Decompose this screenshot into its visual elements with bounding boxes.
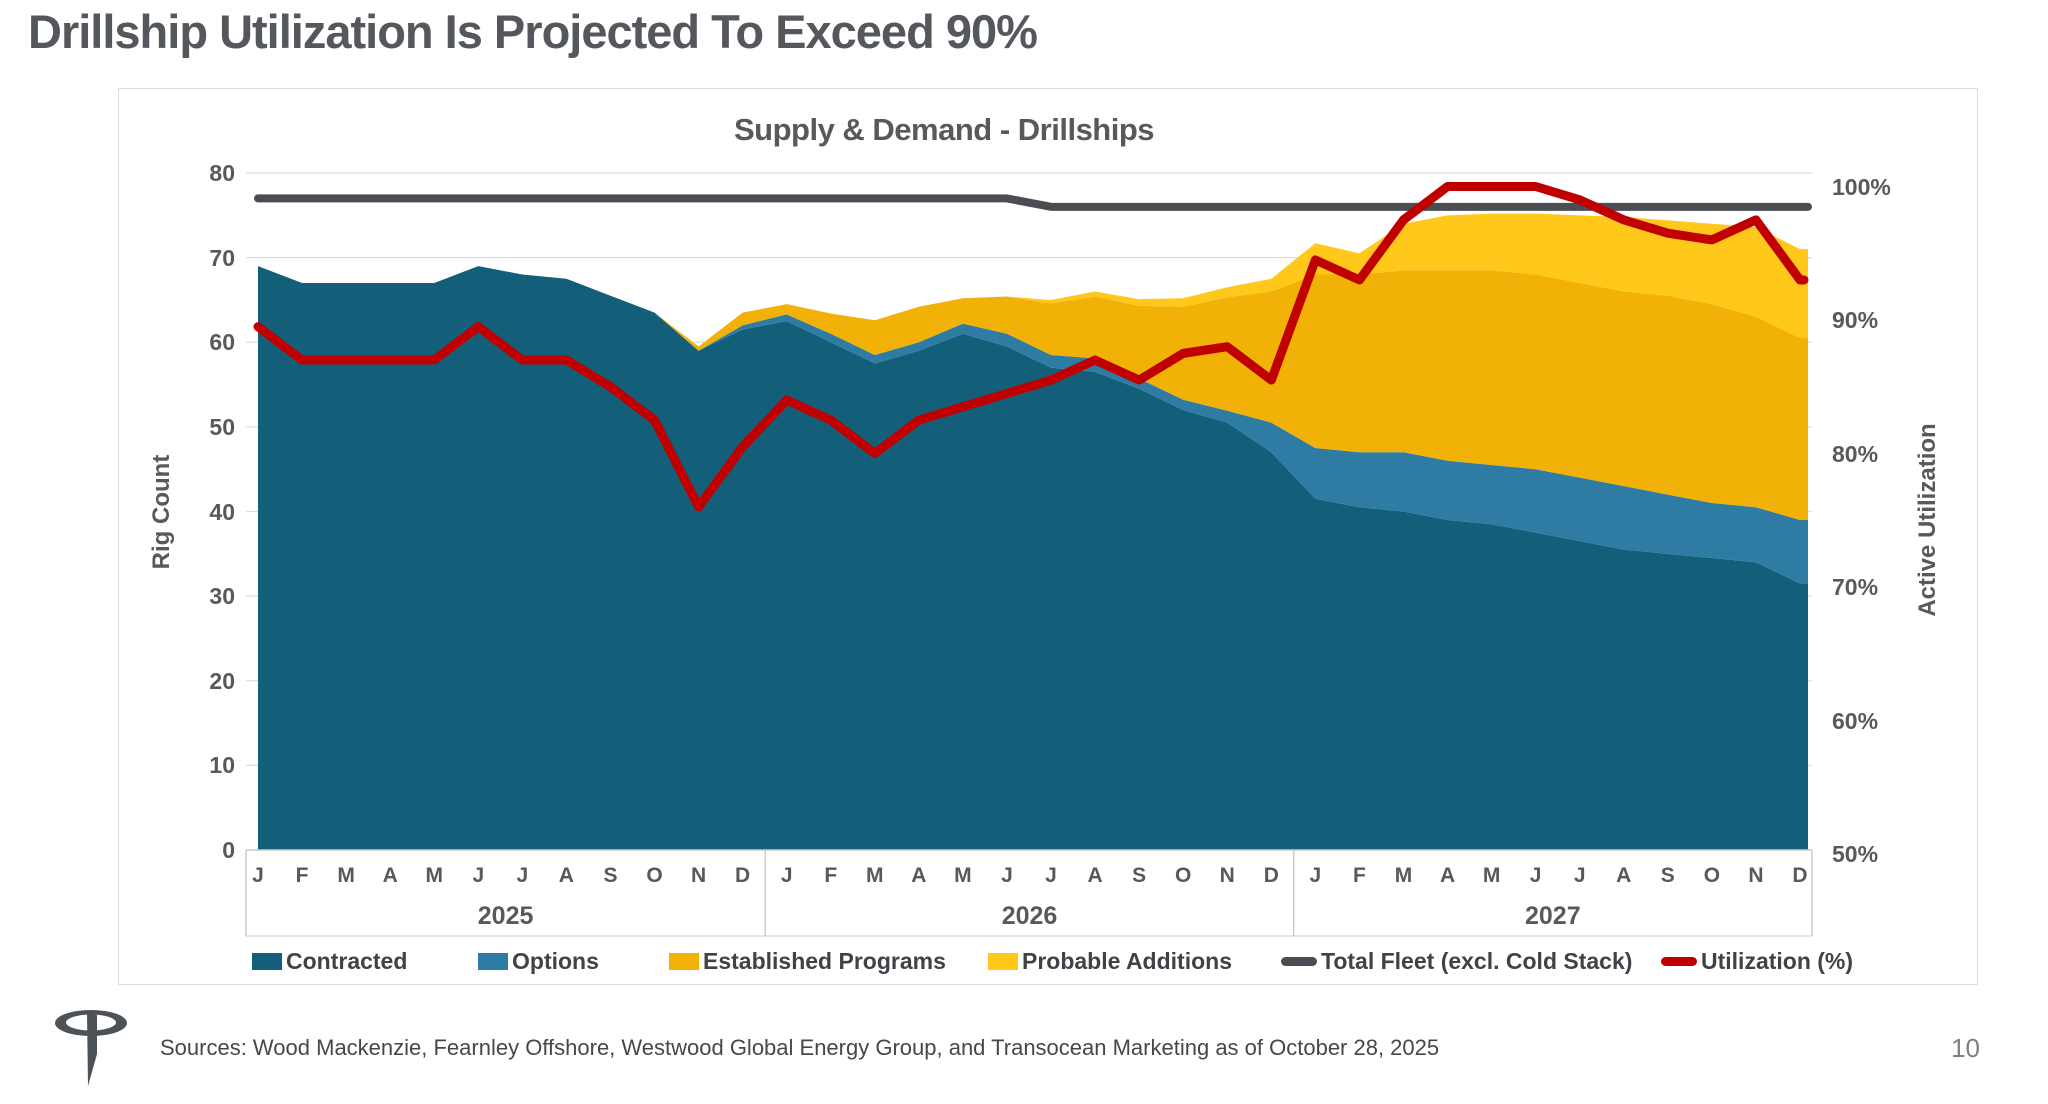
utilization-swatch-icon (1661, 956, 1697, 966)
legend-item-options: Options (478, 948, 599, 974)
legend-item-utilization: Utilization (%) (1661, 948, 1853, 974)
month-label: J (780, 864, 793, 887)
month-label: F (824, 864, 838, 887)
legend-item-contracted: Contracted (252, 948, 407, 974)
legend-label: Utilization (%) (1701, 947, 1854, 974)
sources-text: Sources: Wood Mackenzie, Fearnley Offsho… (160, 1035, 1440, 1060)
area-established-programs (258, 266, 1808, 520)
left-axis-tick: 60 (209, 329, 235, 356)
month-label: J (1529, 864, 1542, 887)
line-total-fleet-excl-cold-stack (254, 194, 1812, 211)
month-label: J (516, 864, 529, 887)
contracted-swatch-icon (252, 952, 282, 970)
page-title: Drillship Utilization Is Projected To Ex… (28, 5, 1038, 58)
legend-label: Probable Additions (1022, 947, 1232, 974)
right-axis-tick: 90% (1832, 307, 1879, 333)
left-axis-tick: 0 (222, 837, 235, 863)
left-axis-tick: 30 (209, 583, 235, 610)
year-label: 2027 (1524, 902, 1581, 930)
year-label: 2026 (1001, 902, 1058, 930)
month-label: N (1219, 864, 1235, 887)
month-label: J (1001, 864, 1013, 887)
month-label: S (1132, 864, 1147, 887)
legend-item-probable-additions: Probable Additions (988, 948, 1232, 974)
legend-item-total-fleet-excl-cold-stack: Total Fleet (excl. Cold Stack) (1281, 948, 1632, 974)
legend-label: Total Fleet (excl. Cold Stack) (1321, 947, 1633, 974)
area-options (258, 266, 1808, 584)
line-utilization (253, 182, 1809, 512)
month-label: J (1045, 864, 1057, 887)
month-label: N (1748, 864, 1764, 887)
options-swatch-icon (478, 952, 508, 970)
left-axis-title: Rig Count (148, 454, 175, 570)
total-fleet-excl-cold-stack-swatch-icon (1281, 956, 1317, 966)
month-label: F (295, 864, 309, 887)
left-axis-tick: 10 (209, 752, 235, 779)
left-axis-tick: 80 (209, 160, 235, 186)
left-axis-tick: 20 (209, 667, 235, 694)
month-label: J (1309, 864, 1322, 887)
month-label: O (1175, 864, 1192, 887)
right-axis-tick: 70% (1832, 574, 1879, 600)
month-label: D (735, 864, 751, 887)
right-axis-tick: 60% (1832, 707, 1879, 734)
month-label: S (603, 864, 618, 887)
probable-additions-swatch-icon (988, 952, 1018, 970)
month-label: D (1792, 864, 1808, 887)
month-label: S (1660, 864, 1675, 887)
right-axis-tick: 100% (1832, 173, 1891, 200)
right-axis-tick: 80% (1832, 440, 1879, 467)
chart-title: Supply & Demand - Drillships (733, 112, 1155, 147)
transocean-logo-icon (55, 1010, 127, 1086)
month-label: A (1087, 864, 1103, 887)
legend-label: Contracted (286, 947, 408, 974)
right-axis-tick: 50% (1832, 841, 1879, 867)
month-label: O (646, 864, 663, 887)
month-label: D (1263, 864, 1279, 887)
month-label: A (911, 864, 927, 887)
month-label: F (1353, 864, 1366, 887)
month-label: J (472, 864, 485, 887)
month-label: A (1616, 864, 1632, 887)
legend-item-established-programs: Established Programs (669, 948, 946, 974)
month-label: M (954, 864, 972, 887)
left-axis-tick: 70 (209, 244, 235, 271)
left-axis-tick: 50 (209, 413, 235, 440)
legend-label: Options (512, 947, 599, 974)
month-label: J (1573, 864, 1586, 887)
month-label: J (252, 864, 264, 887)
area-probable-additions (258, 213, 1808, 347)
month-label: N (690, 864, 707, 887)
chart-legend: Contracted Options Established Programs Pro… (0, 948, 2048, 978)
month-label: A (382, 864, 398, 887)
legend-label: Established Programs (703, 947, 946, 974)
month-label: A (558, 864, 574, 887)
month-label: M (1394, 864, 1413, 887)
month-label: O (1703, 864, 1721, 887)
established-programs-swatch-icon (669, 952, 699, 970)
page-number: 10 (1951, 1033, 1980, 1063)
left-axis-tick: 40 (209, 498, 235, 525)
year-label: 2025 (477, 902, 534, 930)
month-label: M (337, 864, 355, 887)
month-label: M (425, 864, 443, 887)
month-label: M (1482, 864, 1501, 887)
month-label: A (1439, 864, 1456, 887)
month-label: M (866, 864, 884, 887)
